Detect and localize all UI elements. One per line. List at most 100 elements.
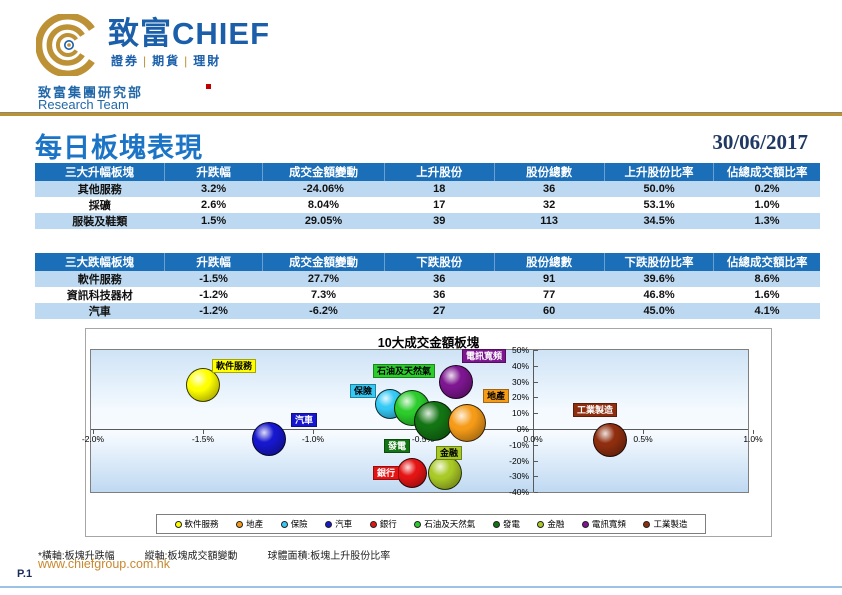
legend-item: 汽車 [325,518,352,530]
legend-item: 軟件服務 [174,518,219,530]
y-tick-mark [534,444,538,446]
bubble-plot: -2.0% -1.5% -1.0% -0.5% 0.0% 0.5% 1.0% 50% 40% 30… [82,345,763,497]
y-tick-mark [534,429,538,430]
brand-name: 致富CHIEF [108,18,270,49]
x-tick-mark [203,430,204,434]
table-cell: 軟件服務 [35,271,165,287]
chart-legend: 軟件服務 地產 保險 汽車 銀行 石油及天然氣 發電 金融 電訊寬頻 工業製造 [156,514,706,534]
legend-label: 石油及天然氣 [424,519,476,529]
table-cell: 45.0% [604,303,714,319]
chart-bubble [439,364,473,399]
legend-label: 地產 [246,519,264,529]
table-cell: 53.1% [643,199,675,211]
table-cell: 服裝及鞋類 [35,213,165,229]
y-tick-mark [534,397,538,399]
table-cell: 2.6% [201,199,227,211]
table-cell: 60 [494,303,605,319]
legend-item: 發電 [492,518,520,530]
chart-bubble [252,421,286,456]
x-tick-mark [313,430,314,434]
website-link[interactable]: www.chiefgroup.com.hk [38,557,171,571]
table-cell: 其他服務 [35,181,165,197]
tagline-separator: | [184,54,190,68]
chart-bubble [428,456,462,491]
tagline-separator: | [143,54,149,68]
table-cell: 採礦 [88,200,111,212]
chart-bubble [186,368,220,403]
chart-footnote: *橫軸:板塊升跌幅 縱軸:板塊成交額變動 球體面積:板塊上升股份比率 [38,547,420,562]
x-tick-label: -1.0% [301,434,325,444]
x-tick-label: 1.0% [743,434,763,444]
series-label: 軟件服務 [212,359,257,374]
legend-marker-icon [537,520,545,528]
series-label: 工業製造 [573,403,618,418]
column-header: 成交金額變動 [262,163,385,181]
y-tick-label: 40% [511,360,529,371]
table-cell: -1.2% [199,289,228,301]
brand-name-cn: 致富 [108,16,172,51]
legend-item: 地產 [236,518,263,530]
table-cell: 36 [494,181,605,197]
column-header: 三大升幅板塊 [35,163,166,181]
x-tick-mark [753,430,754,434]
x-tick-mark [643,430,644,434]
column-header: 股份總數 [494,253,605,271]
x-tick-label: 0.5% [633,434,653,444]
series-label: 電訊寬頻 [462,349,507,364]
chart-bubble [448,403,486,442]
brand-tagline: 證券 | 期貨 | 理財 [111,52,221,69]
x-tick-label: -0.5% [411,434,435,444]
team-name-en: Research Team [38,97,129,112]
table-cell: 8.6% [713,271,820,287]
x-tick-label: -2.0% [81,434,105,444]
x-tick-mark [533,430,534,434]
chief-logo-icon [36,14,95,76]
y-tick-mark [534,476,538,478]
table-cell: -1.2% [164,303,263,319]
footer-divider [0,586,842,588]
page-number: P.1 [17,568,33,580]
y-tick-label: -10% [509,439,529,450]
report-date: 30/06/2017 [712,130,808,154]
legend-label: 工業製造 [653,519,688,529]
table-cell: 91 [494,271,605,287]
table-cell: 8.04% [307,199,340,211]
header-divider [0,112,842,116]
series-label: 金融 [436,446,463,461]
series-label: 保險 [350,384,377,399]
table-cell: 7.3% [310,289,337,301]
chart-title: 10大成交金額板塊 [377,336,480,350]
top-gainers-table: 三大升幅板塊 升跌幅 成交金額變動 上升股份 股份總數 上升股份比率 佔總成交額比率 其他服… [35,163,820,229]
legend-marker-icon [236,520,244,528]
footnote-part: *橫軸:板塊升跌幅 [38,551,115,562]
table-cell: 1.5% [164,213,263,229]
table-cell: 汽車 [35,303,165,319]
table-cell: 27 [384,303,495,319]
chart-bubble [593,423,627,458]
brand-name-en: CHIEF [172,16,270,51]
chart-bubble [397,458,427,489]
page-title: 每日板塊表現 [35,133,203,163]
legend-label: 保險 [290,519,308,529]
table-cell: 27.7% [262,271,385,287]
table-row: 資訊科技器材 -1.2% 7.3% 36 77 46.8% 1.6% [35,287,820,303]
legend-marker-icon [174,520,182,528]
column-header: 股份總數 [494,163,605,181]
legend-marker-icon [581,520,589,528]
legend-item: 電訊寬頻 [581,518,626,530]
table-cell: -6.2% [262,303,385,319]
y-axis-line [533,350,534,492]
table-cell: 36 [384,271,495,287]
series-label: 銀行 [373,466,400,481]
table-cell: 46.8% [643,289,675,301]
column-header: 升跌幅 [164,163,264,181]
legend-item: 銀行 [369,518,397,530]
legend-item: 保險 [280,518,308,530]
table-cell: 1.0% [754,199,780,211]
table-cell: 77 [543,289,556,301]
legend-marker-icon [492,520,500,528]
table-cell: 1.6% [754,289,780,301]
y-tick-label: 20% [511,392,529,403]
y-tick-label: 30% [511,376,529,387]
